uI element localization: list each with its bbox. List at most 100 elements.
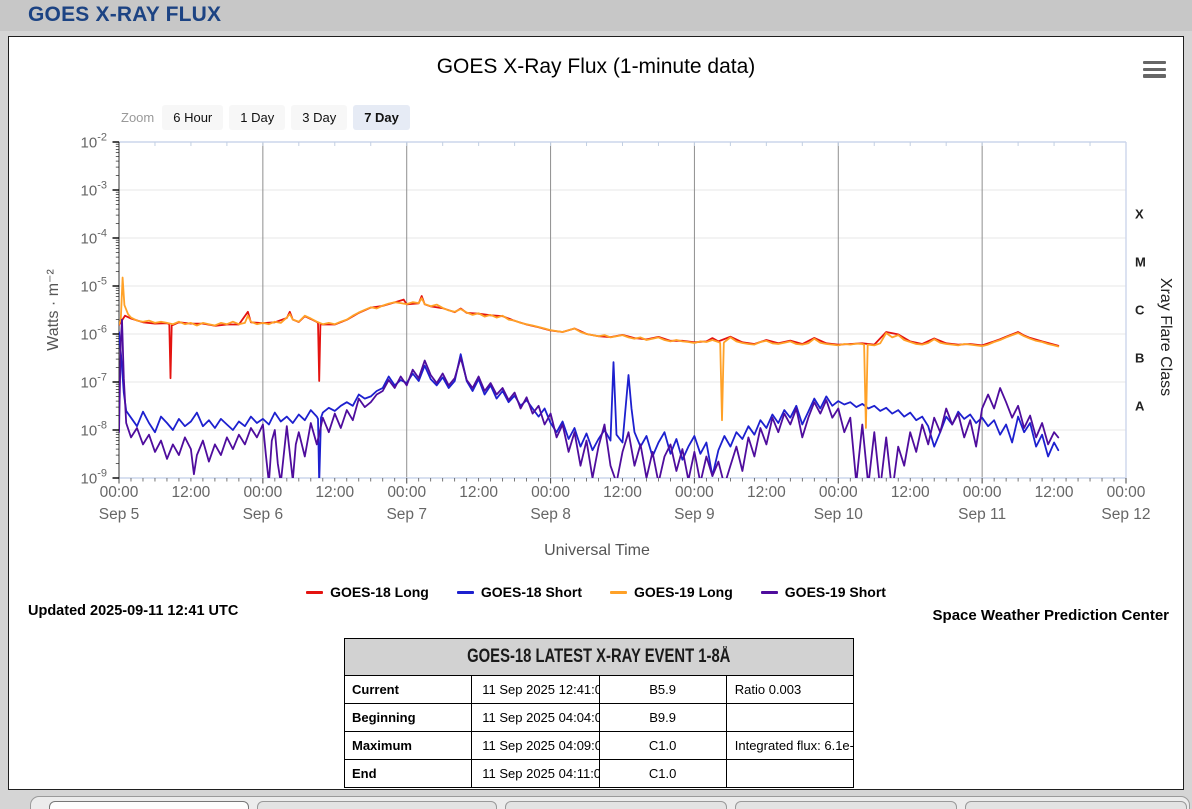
x-tick-time: 00:00: [387, 484, 426, 501]
event-class: B9.9: [598, 703, 727, 732]
bottom-tab-2[interactable]: [257, 801, 497, 809]
x-tick-date: Sep 10: [814, 506, 864, 523]
right-axis-title: Xray Flare Class: [1157, 277, 1174, 397]
chart-legend: GOES-18 Long GOES-18 Short GOES-19 Long GOE…: [9, 584, 1183, 600]
event-class: C1.0: [598, 759, 727, 788]
credit-text: Space Weather Prediction Center: [932, 607, 1169, 624]
zoom-range-selector: Zoom 6 Hour 1 Day 3 Day 7 Day: [121, 104, 410, 130]
x-tick-time: 12:00: [603, 484, 642, 501]
x-tick-date: Sep 7: [386, 506, 427, 523]
x-tick-date: Sep 6: [243, 506, 284, 523]
legend-item-goes-19-long[interactable]: GOES-19 Long: [610, 584, 733, 600]
legend-item-goes-18-long[interactable]: GOES-18 Long: [306, 584, 429, 600]
x-tick-time: 12:00: [1035, 484, 1074, 501]
hamburger-bar: [1143, 61, 1166, 65]
event-class: B5.9: [598, 675, 727, 704]
event-note: Integrated flux: 6.1e-4 J m⁻²: [725, 731, 855, 760]
y-tick-label: 10-8: [81, 420, 107, 440]
flare-class-label-A: A: [1135, 399, 1145, 414]
legend-marker: [610, 590, 627, 594]
updated-timestamp: Updated 2025-09-11 12:41 UTC: [28, 603, 239, 619]
series-goes-19-long: [119, 276, 1060, 429]
legend-label: GOES-18 Long: [330, 584, 429, 600]
x-tick-date: Sep 9: [674, 506, 715, 523]
zoom-button-1-day[interactable]: 1 Day: [229, 104, 286, 130]
legend-marker: [456, 590, 474, 594]
bottom-tab-5[interactable]: [965, 801, 1187, 809]
legend-label: GOES-19 Short: [784, 584, 886, 600]
bottom-tab-3[interactable]: [505, 801, 727, 809]
y-tick-label: 10-6: [81, 324, 107, 344]
bottom-tab-bar: [30, 796, 1190, 809]
legend-label: GOES-19 Long: [634, 584, 733, 600]
x-tick-time: 12:00: [172, 484, 211, 501]
y-axis-title: Watts · m⁻²: [45, 269, 62, 351]
flare-class-label-X: X: [1135, 207, 1144, 222]
event-row-label: Current: [343, 675, 473, 704]
event-row-label: End: [343, 759, 473, 788]
legend-item-goes-18-short[interactable]: GOES-18 Short: [456, 584, 582, 600]
flare-class-label-B: B: [1135, 351, 1144, 366]
series-goes-18-short: [119, 331, 1060, 478]
zoom-button-6-hour[interactable]: 6 Hour: [162, 104, 224, 130]
event-note: Ratio 0.003: [725, 675, 855, 704]
chart-title: GOES X-Ray Flux (1-minute data): [436, 55, 756, 78]
legend-marker: [306, 590, 324, 594]
event-class: C1.0: [598, 731, 727, 760]
legend-label: GOES-18 Short: [480, 584, 582, 600]
x-tick-date: Sep 12: [1101, 506, 1150, 523]
latest-xray-event-table: GOES-18 LATEST X-RAY EVENT 1-8Å Current 1…: [343, 638, 855, 788]
y-tick-label: 10-5: [81, 276, 107, 296]
hamburger-bar: [1143, 74, 1166, 78]
page-header-bar: GOES X-RAY FLUX: [0, 0, 1192, 31]
y-tick-label: 10-4: [81, 228, 107, 248]
bottom-tab-strip: [0, 790, 1192, 809]
flare-class-label-C: C: [1135, 303, 1145, 318]
x-tick-time: 00:00: [100, 484, 139, 501]
x-axis-title: Universal Time: [544, 542, 650, 559]
series-goes-19-short: [119, 318, 1060, 478]
event-time: 11 Sep 2025 04:11:00 GMT: [471, 759, 600, 788]
event-time: 11 Sep 2025 04:09:00 GMT: [471, 731, 600, 760]
x-tick-date: Sep 11: [958, 506, 1006, 523]
page-title: GOES X-RAY FLUX: [28, 3, 222, 26]
x-tick-time: 00:00: [675, 484, 714, 501]
zoom-button-3-day[interactable]: 3 Day: [291, 104, 348, 130]
x-tick-time: 00:00: [963, 484, 1002, 501]
chart-context-menu-icon[interactable]: [1143, 61, 1166, 78]
legend-marker: [760, 590, 778, 594]
x-tick-time: 12:00: [747, 484, 786, 501]
event-time: 11 Sep 2025 12:41:00 GMT: [471, 675, 600, 704]
x-tick-time: 12:00: [891, 484, 930, 501]
flare-class-label-M: M: [1135, 255, 1146, 270]
x-tick-time: 00:00: [243, 484, 282, 501]
y-tick-label: 10-2: [81, 132, 107, 152]
event-table-title-cell: GOES-18 LATEST X-RAY EVENT 1-8Å: [344, 638, 854, 676]
x-tick-time: 00:00: [819, 484, 858, 501]
x-tick-time: 00:00: [531, 484, 570, 501]
x-tick-date: Sep 5: [99, 506, 140, 523]
bottom-tab-1[interactable]: [49, 801, 249, 809]
bottom-tab-4[interactable]: [735, 801, 957, 809]
y-tick-label: 10-9: [81, 468, 107, 488]
hamburger-bar: [1143, 67, 1166, 71]
x-tick-time: 12:00: [459, 484, 498, 501]
event-row-label: Maximum: [343, 731, 473, 760]
event-row-label: Beginning: [343, 703, 473, 732]
y-tick-label: 10-7: [81, 372, 107, 392]
event-note: [725, 759, 855, 788]
x-tick-time: 12:00: [315, 484, 354, 501]
x-tick-time: 00:00: [1107, 484, 1146, 501]
zoom-label: Zoom: [121, 109, 155, 125]
xray-flux-panel: 10-2 10-3 10-4 10-5 10-6 10-7 10-8 10-9 00:00 Sep…: [8, 36, 1184, 790]
legend-item-goes-19-short[interactable]: GOES-19 Short: [760, 584, 886, 600]
event-note: [725, 703, 855, 732]
zoom-button-7-day[interactable]: 7 Day: [353, 104, 410, 130]
event-table-title: GOES-18 LATEST X-RAY EVENT 1-8Å: [467, 646, 731, 667]
zoom-buttons-group: 6 Hour 1 Day 3 Day 7 Day: [162, 104, 410, 130]
